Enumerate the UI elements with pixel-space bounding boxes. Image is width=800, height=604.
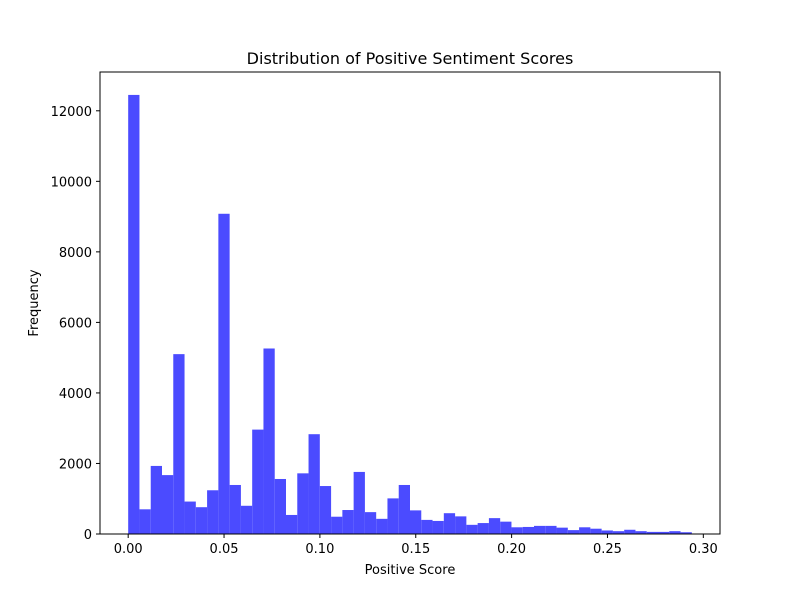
histogram-bar <box>229 484 241 534</box>
y-tick-label: 4000 <box>59 387 92 402</box>
histogram-bar <box>263 348 275 534</box>
histogram-bar <box>162 475 174 534</box>
histogram-bar <box>421 519 433 534</box>
histogram-bar <box>432 520 444 534</box>
x-tick-label: 0.00 <box>114 542 143 557</box>
y-tick-label: 8000 <box>59 246 92 261</box>
histogram-bar <box>398 484 410 534</box>
histogram-bar <box>590 528 602 534</box>
bars-layer <box>128 94 692 534</box>
histogram-bar <box>556 527 568 534</box>
y-tick-label: 0 <box>84 528 92 543</box>
histogram-bar <box>567 530 580 534</box>
histogram-bar <box>240 505 253 534</box>
histogram-bar <box>500 521 512 534</box>
histogram-bar <box>522 526 534 534</box>
y-tick-label: 12000 <box>51 105 92 120</box>
histogram-bar <box>466 524 478 534</box>
histogram-bar <box>624 529 636 534</box>
histogram-bar <box>331 516 343 534</box>
x-axis-ticks: 0.00 0.05 0.10 0.15 0.20 0.25 0.30 <box>114 534 718 557</box>
x-tick-label: 0.30 <box>689 542 718 557</box>
y-tick-label: 10000 <box>51 175 92 190</box>
histogram-bar <box>387 498 399 534</box>
histogram-bar <box>635 531 647 534</box>
histogram-bar <box>353 471 365 534</box>
y-tick-label: 2000 <box>59 457 92 472</box>
plot-frame <box>99 71 721 535</box>
histogram-bar <box>342 510 354 534</box>
x-tick-label: 0.20 <box>497 542 526 557</box>
histogram-bar <box>252 429 264 534</box>
histogram-bar <box>511 527 523 534</box>
histogram-bar <box>184 501 196 534</box>
histogram-bar <box>376 518 388 534</box>
histogram-bar <box>534 525 546 534</box>
histogram-bar <box>658 531 670 534</box>
x-tick-label: 0.05 <box>210 542 239 557</box>
x-tick-label: 0.25 <box>593 542 622 557</box>
histogram-bar <box>207 490 219 534</box>
histogram-bar <box>173 354 185 534</box>
histogram-bar <box>218 213 230 534</box>
histogram-bar <box>488 518 501 534</box>
histogram-bar <box>319 486 332 534</box>
x-tick-label: 0.10 <box>305 542 334 557</box>
histogram-bar <box>364 512 377 534</box>
histogram-bar <box>150 465 162 534</box>
histogram-bar <box>286 514 298 534</box>
y-axis-label: Frequency <box>27 269 42 336</box>
histogram-bar <box>579 527 591 534</box>
histogram-bar <box>195 507 208 534</box>
histogram-bar <box>128 94 140 534</box>
histogram-bar <box>139 509 151 534</box>
x-axis-label: Positive Score <box>365 563 456 578</box>
histogram-bar <box>680 532 692 534</box>
histogram-bar <box>545 525 557 534</box>
histogram-bar <box>612 531 625 534</box>
histogram-bar <box>274 478 286 534</box>
y-axis-ticks: 0 2000 4000 6000 8000 10000 12000 <box>51 105 100 543</box>
histogram-bar <box>669 531 681 534</box>
histogram-bar <box>410 510 422 534</box>
histogram-bar <box>443 513 456 534</box>
histogram-bar <box>646 531 658 534</box>
histogram-bar <box>297 473 309 534</box>
histogram-bar <box>477 523 489 534</box>
histogram-bar <box>601 530 613 534</box>
histogram-bar <box>455 516 467 534</box>
y-tick-label: 6000 <box>59 316 92 331</box>
histogram-bar <box>308 434 320 534</box>
x-tick-label: 0.15 <box>401 542 430 557</box>
chart-title: Distribution of Positive Sentiment Score… <box>247 49 574 68</box>
